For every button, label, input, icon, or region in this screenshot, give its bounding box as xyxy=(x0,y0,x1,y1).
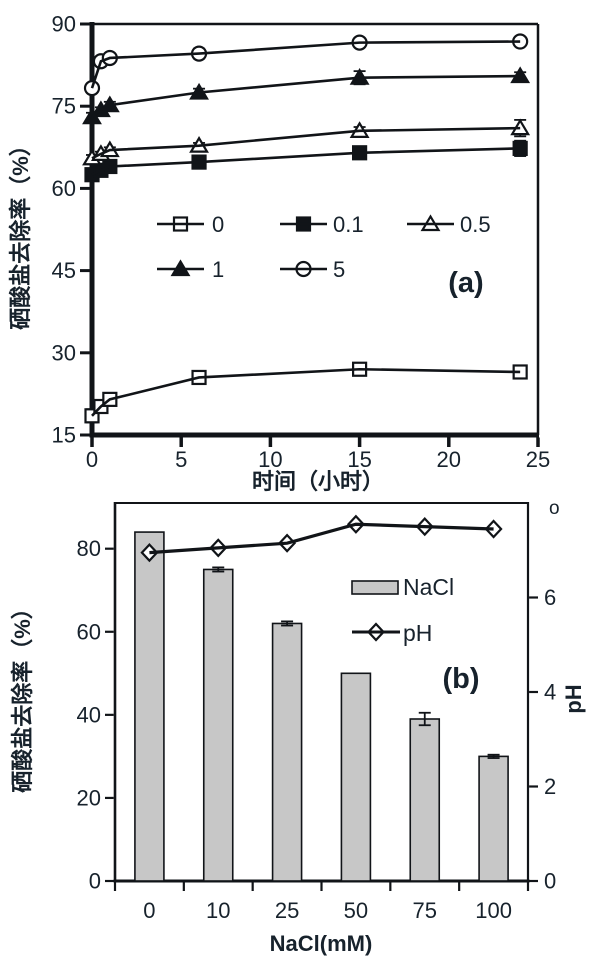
a-series-1 xyxy=(82,66,531,125)
b-bars-nacl xyxy=(134,531,509,882)
a-x-tick-label: 15 xyxy=(347,447,371,472)
a-legend-item-0.5: 0.5 xyxy=(407,212,491,237)
a-y-tick-label: 90 xyxy=(52,12,76,37)
b-yright-tick-label: 6 xyxy=(544,585,556,610)
a-legend-label: 0 xyxy=(212,212,224,237)
b-legend-label-nacl: NaCl xyxy=(403,574,454,600)
b-yright-top-glyph: o xyxy=(549,498,560,519)
a-y-tick-label: 30 xyxy=(52,340,76,365)
b-legend-item-nacl: NaCl xyxy=(351,574,454,600)
a-y-tick-label: 75 xyxy=(52,94,76,119)
a-x-tick-label: 10 xyxy=(258,447,282,472)
a-x-tick-label: 5 xyxy=(175,447,187,472)
b-x-axis-title: NaCl(mM) xyxy=(270,931,373,956)
a-legend-label: 0.5 xyxy=(460,212,491,237)
b-yright-tick-label: 2 xyxy=(544,774,556,799)
b-bar xyxy=(409,718,441,882)
b-series-ph-line xyxy=(149,522,494,555)
b-yleft-tick-label: 40 xyxy=(77,702,101,727)
a-y-tick-label: 15 xyxy=(52,423,76,448)
a-x-tick-label: 20 xyxy=(437,447,461,472)
b-bar xyxy=(202,568,234,882)
b-x-tick-label: 50 xyxy=(344,898,368,923)
a-legend-label: 1 xyxy=(212,257,224,282)
panel-a-label: (a) xyxy=(448,267,483,299)
a-legend-item-5: 5 xyxy=(280,257,345,282)
b-bar xyxy=(134,531,165,882)
b-legend-item-ph: pH xyxy=(352,620,432,646)
a-series-0-line xyxy=(91,367,521,417)
b-bar xyxy=(271,622,303,882)
b-ticks: 0 10 25 50 75 100 0 20 40 60 80 0 2 4 6 xyxy=(77,536,557,923)
b-bar xyxy=(478,755,509,882)
a-x-tick-label: 25 xyxy=(526,447,550,472)
b-yleft-tick-label: 80 xyxy=(77,536,101,561)
b-yleft-axis-title: 硒酸盐去除率（%） xyxy=(10,597,35,793)
b-yright-tick-label: 0 xyxy=(544,869,556,894)
a-y-axis-title: 硒酸盐去除率（%） xyxy=(8,134,33,330)
a-legend-item-1: 1 xyxy=(157,257,224,282)
a-legend-label: 5 xyxy=(333,257,345,282)
error-bar xyxy=(418,711,431,727)
b-yright-axis-title: pH xyxy=(561,684,586,713)
b-legend: NaCl pH xyxy=(351,574,454,646)
b-legend-swatch xyxy=(351,580,399,595)
b-yleft-tick-label: 20 xyxy=(77,785,101,810)
a-series-0.5-line xyxy=(91,126,521,160)
a-x-tick-label: 0 xyxy=(86,447,98,472)
b-legend-label-ph: pH xyxy=(403,620,432,646)
error-bar xyxy=(212,566,225,573)
a-x-axis-title: 时间（小时） xyxy=(252,469,384,494)
a-legend-item-0.1: 0.1 xyxy=(280,212,364,237)
error-bar xyxy=(487,753,500,759)
a-series-5 xyxy=(83,33,529,97)
a-y-tick-label: 45 xyxy=(52,258,76,283)
panel-b-label: (b) xyxy=(442,663,479,695)
b-x-tick-label: 75 xyxy=(413,898,437,923)
b-yleft-tick-label: 0 xyxy=(89,869,101,894)
b-x-tick-label: 0 xyxy=(143,898,155,923)
a-legend: 0 0.1 0.5 1 5 xyxy=(157,212,491,282)
panel-b: 0 10 25 50 75 100 0 20 40 60 80 0 2 4 6 o NaCl(mM) 硒酸盐去除率… xyxy=(10,498,586,956)
b-x-tick-label: 100 xyxy=(475,898,512,923)
a-series-5-line xyxy=(90,40,521,89)
a-series-0.5 xyxy=(82,118,531,166)
a-series-0.1 xyxy=(84,139,528,183)
a-series-0.1-line xyxy=(91,147,521,176)
b-bar xyxy=(340,672,372,882)
error-bar xyxy=(281,620,294,627)
a-series-1-line xyxy=(91,74,521,119)
b-yright-tick-label: 4 xyxy=(544,680,556,705)
a-series-0 xyxy=(84,361,528,424)
b-yleft-tick-label: 60 xyxy=(77,619,101,644)
a-legend-item-0: 0 xyxy=(157,212,224,237)
a-legend-label: 0.1 xyxy=(333,212,364,237)
b-series-ph xyxy=(140,514,503,563)
b-x-tick-label: 10 xyxy=(206,898,230,923)
b-x-tick-label: 25 xyxy=(275,898,299,923)
a-y-tick-label: 60 xyxy=(52,176,76,201)
